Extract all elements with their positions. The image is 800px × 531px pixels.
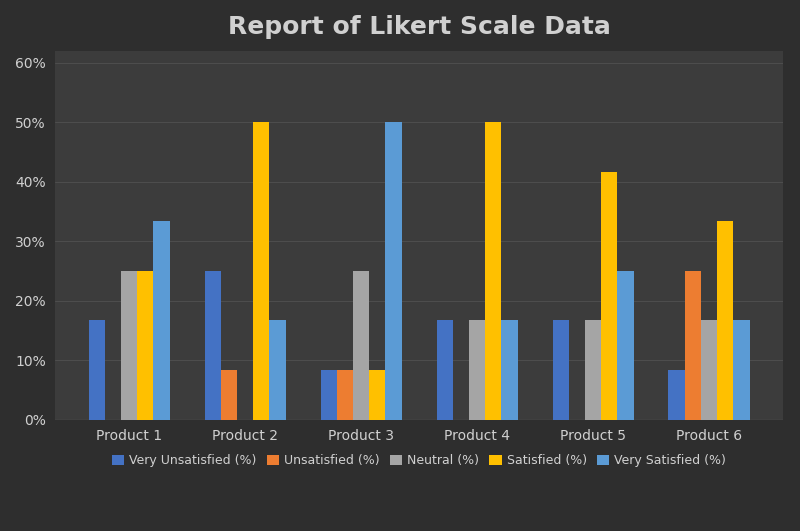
Bar: [221, 370, 237, 419]
Bar: [437, 320, 453, 419]
Bar: [138, 271, 154, 419]
Bar: [205, 271, 221, 419]
Bar: [321, 370, 337, 419]
Bar: [386, 122, 402, 419]
Bar: [685, 271, 701, 419]
Bar: [154, 221, 170, 419]
Bar: [618, 271, 634, 419]
Bar: [701, 320, 718, 419]
Title: Report of Likert Scale Data: Report of Likert Scale Data: [228, 15, 610, 39]
Bar: [254, 122, 270, 419]
Bar: [585, 320, 602, 419]
Bar: [270, 320, 286, 419]
Bar: [553, 320, 569, 419]
Bar: [337, 370, 353, 419]
Bar: [486, 122, 502, 419]
Bar: [502, 320, 518, 419]
Bar: [669, 370, 685, 419]
Bar: [734, 320, 750, 419]
Bar: [353, 271, 370, 419]
Bar: [89, 320, 105, 419]
Legend: Very Unsatisfied (%), Unsatisfied (%), Neutral (%), Satisfied (%), Very Satisfie: Very Unsatisfied (%), Unsatisfied (%), N…: [107, 449, 731, 473]
Bar: [121, 271, 138, 419]
Bar: [718, 221, 734, 419]
Bar: [602, 172, 618, 419]
Bar: [370, 370, 386, 419]
Bar: [469, 320, 486, 419]
